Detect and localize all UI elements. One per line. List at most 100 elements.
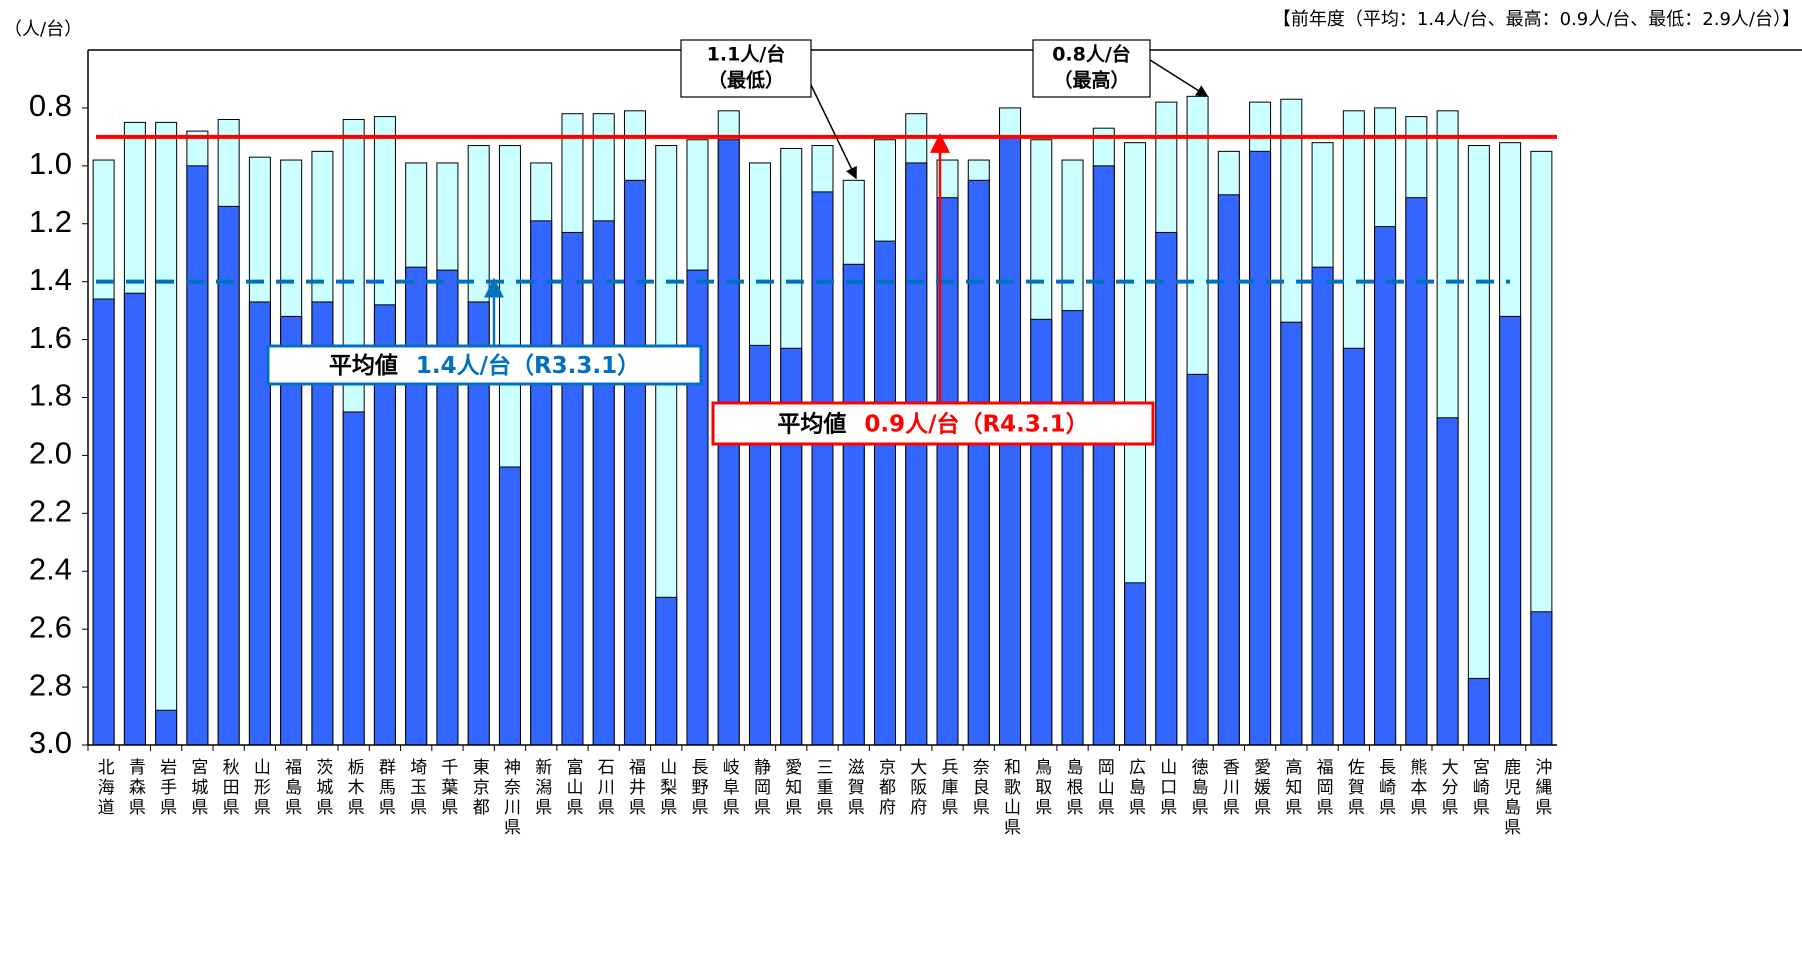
x-tick-label: 滋賀県 [844, 758, 865, 818]
bar [1467, 145, 1490, 746]
annotation-text: 1.1人/台 [707, 43, 786, 66]
bar [1374, 226, 1397, 746]
bar [623, 179, 646, 746]
y-tick-label: 2.6 [29, 609, 72, 644]
reference-label: 平均値 1.4人/台（R3.3.1） [329, 352, 640, 379]
x-tick-label: 山口県 [1156, 758, 1177, 818]
x-tick-label: 東京都 [469, 758, 490, 818]
bar [1092, 165, 1115, 746]
x-tick-label: 香川県 [1219, 758, 1240, 818]
bar [592, 220, 615, 746]
y-tick-label: 2.0 [29, 436, 72, 471]
unit-label: （人/台） [4, 19, 82, 40]
x-tick-label: 茨城県 [312, 758, 333, 818]
bar [1342, 347, 1365, 746]
x-tick-label: 青森県 [125, 758, 146, 818]
annotation-text: （最高） [1053, 69, 1129, 92]
reference-prefix: 平均値 [329, 352, 398, 379]
x-tick-label: 新潟県 [531, 758, 552, 818]
reference-value-label: 0.9人/台（R4.3.1） [864, 410, 1088, 437]
y-tick-label: 2.2 [29, 494, 72, 529]
x-tick-label: 和歌山県 [1000, 758, 1021, 838]
bar [155, 709, 178, 746]
x-tick-label: 神奈川県 [500, 758, 520, 838]
x-tick-label: 北海道 [94, 758, 115, 818]
bar [1530, 611, 1553, 746]
x-tick-label: 栃木県 [344, 758, 365, 818]
bar [405, 266, 428, 746]
x-tick-label: 宮城県 [187, 758, 208, 818]
y-tick-label: 1.4 [29, 262, 72, 297]
annotation-arrow [810, 84, 857, 180]
bar [436, 269, 459, 746]
x-tick-label: 徳島県 [1188, 758, 1209, 818]
bar [561, 231, 584, 746]
bar [655, 596, 678, 746]
bar [1280, 321, 1303, 746]
reference-value-label: 1.4人/台（R3.3.1） [416, 352, 640, 379]
y-tick-label: 2.8 [29, 667, 72, 702]
y-tick-label: 1.2 [29, 204, 72, 239]
bar [842, 263, 865, 746]
x-tick-label: 大阪府 [906, 758, 927, 818]
bar [1499, 315, 1522, 746]
bar [217, 205, 240, 746]
bar [1155, 231, 1178, 746]
x-tick-label: 岡山県 [1094, 758, 1115, 818]
bar [811, 191, 834, 746]
x-tick-label: 福島県 [281, 758, 302, 818]
y-tick-label: 2.4 [29, 551, 72, 586]
x-tick-label: 山梨県 [656, 758, 677, 818]
reference-prefix: 平均値 [777, 410, 846, 437]
x-tick-label: 石川県 [594, 758, 615, 818]
bar [1186, 373, 1209, 746]
y-tick-label: 1.6 [29, 320, 72, 355]
y-tick-label: 3.0 [29, 725, 72, 760]
x-tick-label: 富山県 [562, 758, 583, 818]
bar [123, 292, 146, 746]
x-tick-label: 鳥取県 [1031, 758, 1052, 818]
x-tick-label: 埼玉県 [406, 758, 427, 818]
bar [498, 466, 521, 746]
annotation-arrow [1149, 59, 1209, 97]
bar [686, 269, 709, 746]
x-tick-label: 長野県 [687, 758, 708, 818]
x-tick-label: 広島県 [1125, 758, 1146, 818]
y-tick-label: 1.8 [29, 378, 72, 413]
x-tick-label: 島根県 [1063, 758, 1084, 818]
x-tick-label: 熊本県 [1406, 758, 1427, 818]
bar [155, 121, 178, 746]
bar [342, 411, 365, 746]
x-tick-label: 岐阜県 [719, 758, 740, 818]
bar [1436, 417, 1459, 746]
reference-box [266, 344, 703, 386]
x-tick-label: 大分県 [1438, 758, 1459, 818]
bar [92, 298, 115, 746]
bar [905, 162, 928, 746]
x-tick-label: 沖縄県 [1531, 758, 1552, 818]
annotation-box [1032, 39, 1151, 98]
x-tick-label: 宮崎県 [1469, 758, 1490, 818]
y-tick-label: 0.8 [29, 88, 72, 123]
x-tick-label: 静岡県 [750, 758, 771, 818]
reference-label: 平均値 0.9人/台（R4.3.1） [777, 410, 1088, 437]
annotation-text: 0.8人/台 [1052, 43, 1131, 66]
bar [1030, 318, 1053, 746]
x-tick-label: 兵庫県 [938, 758, 959, 818]
x-tick-label: 秋田県 [219, 758, 240, 818]
bar [1061, 310, 1084, 746]
x-tick-label: 福井県 [625, 758, 646, 818]
x-tick-label: 佐賀県 [1344, 758, 1365, 818]
header: 【前年度（平均：1.4人/台、最高：0.9人/台、最低：2.9人/台）】 [1273, 9, 1800, 30]
bar [1467, 677, 1490, 746]
x-tick-label: 山形県 [250, 758, 271, 818]
x-tick-label: 千葉県 [437, 758, 458, 818]
annotation-box [680, 39, 812, 98]
bar [1249, 150, 1272, 746]
x-tick-label: 鹿児島県 [1500, 758, 1521, 838]
x-tick-label: 三重県 [813, 758, 834, 818]
x-tick-label: 京都府 [875, 758, 896, 818]
x-tick-label: 愛知県 [781, 758, 802, 818]
x-tick-label: 奈良県 [969, 758, 990, 818]
bar [1311, 266, 1334, 746]
